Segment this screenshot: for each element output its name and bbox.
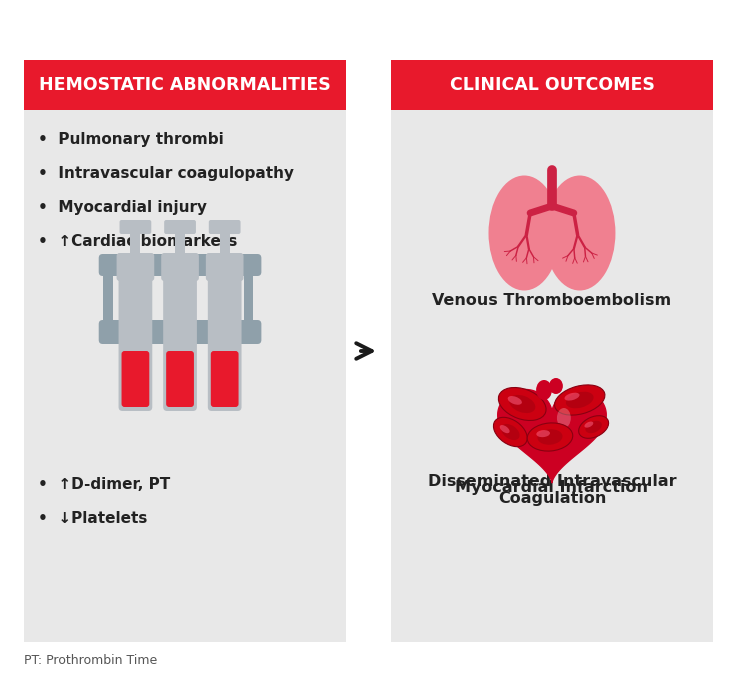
FancyBboxPatch shape [211,351,239,407]
FancyBboxPatch shape [206,253,244,281]
Text: •  ↑D-dimer, PT: • ↑D-dimer, PT [38,477,170,492]
FancyBboxPatch shape [118,266,153,411]
Text: Disseminated Intravascular
Coagulation: Disseminated Intravascular Coagulation [428,474,676,506]
Ellipse shape [499,387,546,420]
Text: •  Intravascular coagulopathy: • Intravascular coagulopathy [38,166,293,181]
FancyBboxPatch shape [103,268,112,332]
Ellipse shape [564,393,580,401]
Text: •  Myocardial injury: • Myocardial injury [38,200,207,215]
FancyBboxPatch shape [99,254,261,276]
FancyBboxPatch shape [175,228,185,258]
FancyBboxPatch shape [24,60,346,110]
FancyBboxPatch shape [24,60,346,642]
FancyBboxPatch shape [244,268,253,332]
FancyBboxPatch shape [131,228,140,258]
FancyBboxPatch shape [208,266,242,411]
Text: Myocardial Infarction: Myocardial Infarction [456,480,648,495]
FancyBboxPatch shape [99,320,261,344]
Ellipse shape [585,420,602,433]
Ellipse shape [579,416,609,438]
Ellipse shape [493,417,527,447]
Ellipse shape [537,429,563,444]
Ellipse shape [549,378,563,394]
Polygon shape [498,390,606,483]
Text: CLINICAL OUTCOMES: CLINICAL OUTCOMES [450,76,654,94]
FancyBboxPatch shape [166,351,194,407]
Text: •  ↓Platelets: • ↓Platelets [38,511,147,526]
FancyBboxPatch shape [164,266,197,411]
Ellipse shape [557,408,571,428]
FancyBboxPatch shape [209,220,241,234]
Ellipse shape [501,424,520,440]
FancyBboxPatch shape [117,253,154,281]
FancyBboxPatch shape [220,228,230,258]
Ellipse shape [527,423,573,451]
Ellipse shape [536,380,552,400]
FancyBboxPatch shape [120,220,151,234]
Text: HEMOSTATIC ABNORMALITIES: HEMOSTATIC ABNORMALITIES [39,76,331,94]
FancyBboxPatch shape [391,60,713,110]
FancyBboxPatch shape [121,351,150,407]
FancyBboxPatch shape [391,60,713,642]
Ellipse shape [509,395,535,413]
Ellipse shape [555,385,605,415]
Text: PT: Prothrombin Time: PT: Prothrombin Time [24,655,157,668]
Ellipse shape [507,396,522,405]
Ellipse shape [585,422,593,427]
FancyBboxPatch shape [161,253,199,281]
Ellipse shape [566,392,593,408]
Ellipse shape [500,425,510,433]
Text: •  ↑Cardiac biomarkers: • ↑Cardiac biomarkers [38,234,237,249]
FancyBboxPatch shape [164,220,196,234]
Text: Venous Thromboembolism: Venous Thromboembolism [432,293,672,308]
Text: •  Pulmonary thrombi: • Pulmonary thrombi [38,132,223,147]
Ellipse shape [488,175,560,291]
Ellipse shape [544,175,615,291]
Ellipse shape [537,430,550,437]
